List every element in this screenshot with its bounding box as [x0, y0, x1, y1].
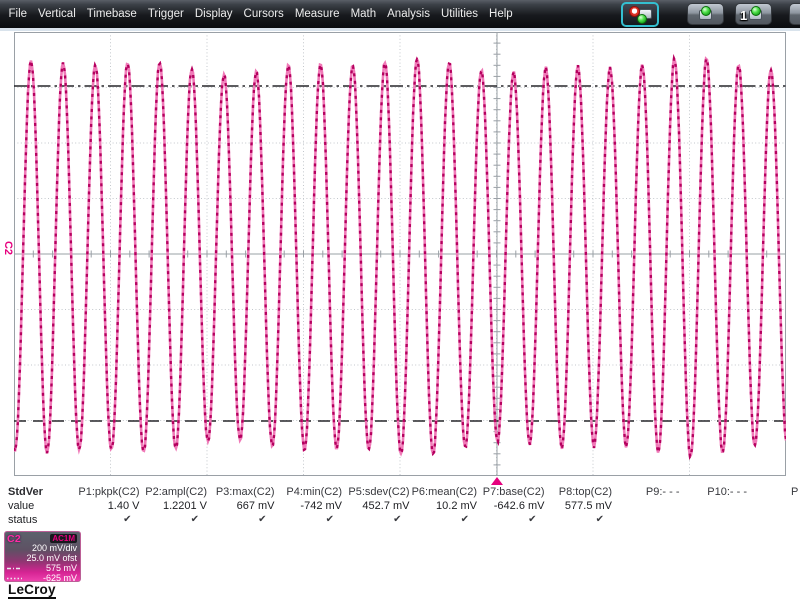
menubar-divider	[0, 28, 800, 31]
menu-timebase[interactable]: Timebase	[86, 8, 137, 20]
green-orb-icon	[701, 6, 711, 16]
dash-dot-line-icon	[7, 563, 22, 573]
measure-col-p7: P7:base(C2) -642.6 mV ✔	[479, 485, 547, 527]
param-header-p7[interactable]: P7:base(C2)	[482, 486, 545, 498]
vertical-offset: 25.0 mV ofst	[26, 552, 77, 563]
param-header-p5[interactable]: P5:sdev(C2)	[348, 486, 410, 498]
param-header-p1[interactable]: P1:pkpk(C2)	[78, 486, 140, 498]
param-status-p6: ✔	[460, 514, 469, 525]
measure-col-p6: P6:mean(C2) 10.2 mV ✔	[412, 485, 480, 527]
value-row-label: value	[8, 500, 35, 512]
display-1-button[interactable]: 1	[735, 3, 772, 25]
button-number-label: 1	[740, 8, 748, 23]
measure-col-p8: P8:top(C2) 577.5 mV ✔	[547, 485, 615, 527]
timebase-clock-button[interactable]	[621, 2, 659, 27]
green-orb-icon	[751, 6, 761, 16]
menu-utilities[interactable]: Utilities	[440, 8, 479, 20]
param-header-p9[interactable]: P9:- - -	[645, 486, 680, 498]
waveform-grid	[14, 32, 786, 476]
measure-col-p3: P3:max(C2) 667 mV ✔	[209, 485, 277, 527]
measure-col-p10: P10:- - -	[682, 485, 750, 527]
menu-vertical[interactable]: Vertical	[38, 8, 76, 20]
green-orb-icon	[637, 14, 647, 24]
param-status-p3: ✔	[258, 514, 267, 525]
param-value-p3: 667 mV	[236, 500, 275, 512]
base-level-value: -625 mV	[42, 573, 77, 583]
menu-measure[interactable]: Measure	[294, 8, 340, 20]
display-button[interactable]	[687, 3, 724, 25]
measure-col-p9: P9:- - -	[614, 485, 682, 527]
param-header-p3[interactable]: P3:max(C2)	[215, 486, 275, 498]
channel-name: C2	[7, 532, 22, 545]
measure-col-p5: P5:sdev(C2) 452.7 mV ✔	[344, 485, 412, 527]
menu-analysis[interactable]: Analysis	[387, 8, 430, 20]
measure-set-label: StdVer	[8, 486, 43, 498]
trigger-position-marker[interactable]	[491, 477, 503, 485]
param-header-p8[interactable]: P8:top(C2)	[558, 486, 612, 498]
measurement-row-labels: StdVer value status	[0, 485, 74, 527]
param-status-p1: ✔	[123, 514, 132, 525]
top-level-value: 575 mV	[45, 563, 77, 573]
param-header-p2[interactable]: P2:ampl(C2)	[145, 486, 207, 498]
lecroy-logo: LeCroy	[8, 582, 56, 599]
param-status-p4: ✔	[325, 514, 334, 525]
param-value-p10	[682, 499, 748, 513]
param-header-p6[interactable]: P6:mean(C2)	[411, 486, 477, 498]
cutoff-param-label: P	[791, 486, 799, 498]
param-status-p8: ✔	[595, 514, 604, 525]
measurement-table: StdVer value status P1:pkpk(C2) 1.40 V ✔ P2…	[0, 485, 800, 527]
channel-c2-marker[interactable]: C2	[0, 238, 14, 258]
param-status-p10	[682, 513, 748, 527]
param-status-p7: ✔	[528, 514, 537, 525]
menu-math[interactable]: Math	[350, 8, 377, 20]
param-status-p9	[614, 513, 680, 527]
alarm-clock-icon	[629, 6, 640, 17]
param-value-p4: -742 mV	[300, 500, 342, 512]
status-row-label: status	[8, 514, 38, 526]
param-value-p2: 1.2201 V	[162, 500, 207, 512]
param-header-p10[interactable]: P10:- - -	[707, 486, 747, 498]
menu-display[interactable]: Display	[194, 8, 233, 20]
menu-trigger[interactable]: Trigger	[147, 8, 184, 20]
menu-cursors[interactable]: Cursors	[243, 8, 284, 20]
menu-help[interactable]: Help	[489, 8, 513, 20]
param-status-p5: ✔	[393, 514, 402, 525]
menu-file[interactable]: File	[8, 8, 28, 20]
coupling-badge: AC1M	[50, 534, 77, 543]
channel-c2-descriptor-box[interactable]: C2 AC1M 200 mV/div 25.0 mV ofst 575 mV -…	[4, 531, 81, 583]
measure-col-p2: P2:ampl(C2) 1.2201 V ✔	[142, 485, 210, 527]
cut-off-button[interactable]	[789, 3, 800, 25]
param-value-p7: -642.6 mV	[493, 500, 545, 512]
waveform-trace-c2-dashes	[14, 54, 786, 460]
param-value-p5: 452.7 mV	[362, 500, 410, 512]
param-value-p1: 1.40 V	[107, 500, 140, 512]
measure-col-p1: P1:pkpk(C2) 1.40 V ✔	[74, 485, 142, 527]
param-value-p8: 577.5 mV	[564, 500, 612, 512]
dotted-line-icon	[7, 573, 22, 583]
param-header-p4[interactable]: P4:min(C2)	[286, 486, 342, 498]
param-value-p6: 10.2 mV	[436, 500, 477, 512]
param-value-p9	[614, 499, 680, 513]
scope-grid-svg	[14, 32, 786, 476]
measure-col-p4: P4:min(C2) -742 mV ✔	[277, 485, 345, 527]
vertical-scale: 200 mV/div	[31, 543, 77, 553]
param-status-p2: ✔	[190, 514, 199, 525]
menubar: File Vertical Timebase Trigger Display Cursor…	[0, 0, 800, 28]
